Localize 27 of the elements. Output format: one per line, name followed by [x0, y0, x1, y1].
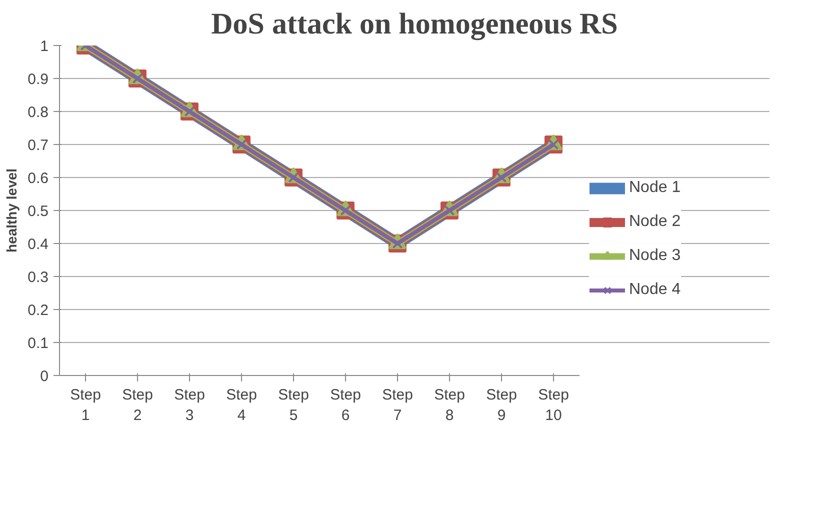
legend-label: Node 3	[629, 247, 681, 265]
x-tick-label: Step 2	[122, 386, 153, 424]
chart-title: DoS attack on homogeneous RS	[211, 8, 618, 40]
x-tick-label: Step 7	[382, 386, 413, 424]
x-tick-label: Step 5	[278, 386, 309, 424]
x-tick-label: Step 3	[174, 386, 205, 424]
y-tick-label: 0.3	[28, 269, 49, 286]
x-tick-label: Step 8	[434, 386, 465, 424]
x-tick-label: Step 6	[330, 386, 361, 424]
y-tick-label: 0.7	[28, 137, 49, 154]
y-tick-label: 0.6	[28, 170, 49, 187]
y-tick-label: 1	[40, 38, 48, 55]
legend-label: Node 4	[629, 281, 681, 299]
x-tick-label: Step 4	[226, 386, 257, 424]
x-tick-label: Step 9	[486, 386, 517, 424]
x-tick-label: Step 10	[538, 386, 569, 424]
y-tick-label: 0	[40, 368, 48, 385]
y-tick-label: 0.2	[28, 302, 49, 319]
y-tick-label: 0.8	[28, 104, 49, 121]
y-tick-label: 0.5	[28, 203, 49, 220]
legend-label: Node 2	[629, 213, 681, 231]
y-axis-title: healthy level	[4, 168, 20, 253]
y-tick-label: 0.4	[28, 236, 49, 253]
y-tick-label: 0.1	[28, 335, 49, 352]
y-tick-label: 0.9	[28, 71, 49, 88]
legend-label: Node 1	[629, 179, 681, 197]
x-tick-label: Step 1	[70, 386, 101, 424]
